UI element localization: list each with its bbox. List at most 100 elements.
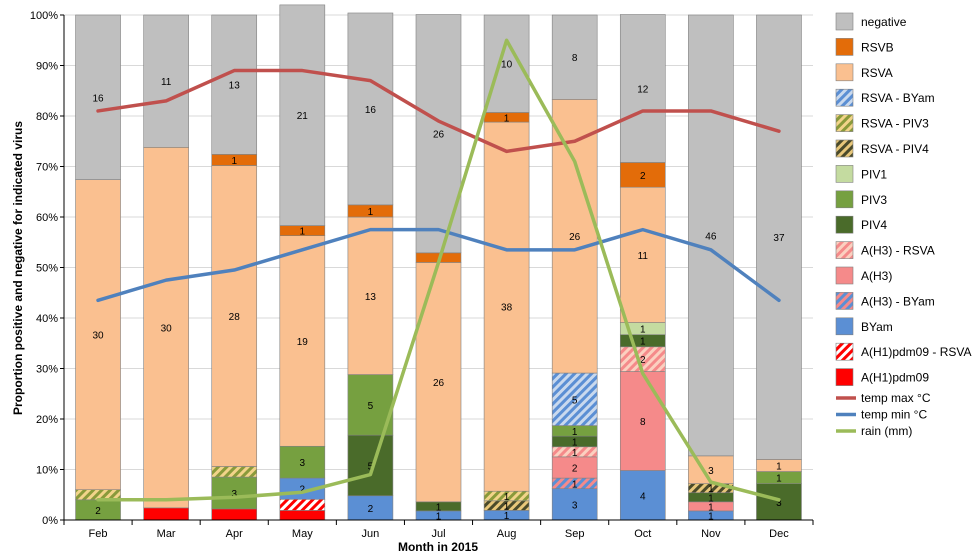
legend-label: RSVA - PIV4 bbox=[861, 142, 929, 156]
data-label: 3 bbox=[300, 458, 306, 469]
data-label: 2 bbox=[95, 506, 101, 517]
x-tick-label: Feb bbox=[89, 528, 108, 540]
data-label: 11 bbox=[161, 77, 172, 88]
data-label: 16 bbox=[365, 105, 377, 116]
data-label: 2 bbox=[368, 504, 374, 515]
x-tick-label: Sep bbox=[565, 528, 585, 540]
y-tick-label: 40% bbox=[36, 313, 58, 325]
data-label: 5 bbox=[368, 461, 374, 472]
data-label: 37 bbox=[773, 233, 785, 244]
line-rain-mm bbox=[96, 38, 781, 502]
data-label: 1 bbox=[504, 113, 510, 124]
legend-swatch bbox=[835, 190, 854, 209]
x-tick-label: Aug bbox=[497, 528, 517, 540]
bar-segment-negative bbox=[688, 14, 734, 457]
bar-segment-negative bbox=[483, 14, 530, 113]
bar-segment-negative bbox=[619, 14, 666, 163]
y-tick-label: 70% bbox=[36, 162, 58, 174]
data-label: 26 bbox=[433, 130, 445, 141]
data-label: 12 bbox=[637, 84, 649, 95]
legend-swatch bbox=[835, 114, 854, 132]
bar-segment-negative bbox=[551, 14, 598, 100]
data-label: 1 bbox=[776, 474, 782, 485]
data-label: 1 bbox=[231, 156, 237, 167]
legend-swatch bbox=[835, 165, 854, 183]
legend-swatch bbox=[835, 63, 854, 82]
data-label: 13 bbox=[365, 292, 377, 303]
x-tick-label: Jun bbox=[362, 528, 380, 540]
x-tick-label: Apr bbox=[226, 528, 243, 540]
bar-segment-piv3 bbox=[279, 445, 326, 479]
bar-stack-dec: 3 1 1 37 bbox=[756, 14, 802, 521]
bar-segment-byam bbox=[619, 470, 666, 521]
legend-item-a-h1-pdm09: A(H1)pdm09 bbox=[835, 368, 929, 386]
legend-label: negative bbox=[861, 15, 907, 29]
y-tick-label: 20% bbox=[36, 414, 58, 426]
data-label: 8 bbox=[640, 417, 646, 428]
data-label: 1 bbox=[504, 511, 510, 522]
data-label: 5 bbox=[572, 395, 578, 406]
bar-segment-a-h3 bbox=[619, 371, 666, 471]
bar-stack-feb: 2 30 16 bbox=[75, 14, 121, 521]
bar-segment-byam bbox=[551, 488, 598, 521]
bar-segment-rsvb bbox=[619, 162, 666, 188]
y-tick-label: 30% bbox=[36, 364, 58, 376]
data-label: 30 bbox=[92, 331, 104, 342]
data-label: 10 bbox=[501, 60, 513, 71]
data-label: 3 bbox=[776, 498, 782, 509]
legend-item-rsva-byam: RSVA - BYam bbox=[835, 88, 935, 107]
legend-swatch bbox=[835, 241, 854, 259]
y-axis-ticks: 0% 10% 20% 30% 40% 50% 60% 70% 80% 90% 100% bbox=[30, 10, 64, 527]
data-label: 1 bbox=[708, 502, 714, 513]
legend-label: BYam bbox=[861, 320, 893, 334]
bar-segment-rsva bbox=[347, 216, 394, 375]
data-label: 1 bbox=[708, 493, 714, 504]
bar-segment-negative bbox=[143, 14, 189, 148]
legend: negative RSVB RSVA RSVA - BYam RSVA - PIV3 RS… bbox=[835, 12, 971, 438]
legend-swatch bbox=[835, 139, 854, 158]
legend-item-a-h3-byam: A(H3) - BYam bbox=[835, 292, 935, 310]
x-tick-label: Dec bbox=[769, 528, 789, 540]
data-label: 3 bbox=[572, 500, 578, 511]
data-label: 38 bbox=[501, 303, 513, 314]
bar-segment-rsva bbox=[75, 179, 121, 491]
data-label: 1 bbox=[572, 427, 578, 438]
bar-stack-mar: 30 11 bbox=[143, 14, 189, 521]
data-label: 3 bbox=[231, 489, 237, 500]
bar-segment-rsva bbox=[143, 147, 189, 509]
legend-item-rsva-piv4: RSVA - PIV4 bbox=[835, 139, 929, 158]
y-tick-label: 80% bbox=[36, 111, 58, 123]
bar-segment-negative bbox=[279, 4, 326, 226]
bar-segment-negative bbox=[347, 12, 394, 206]
bar-segment-negative bbox=[75, 14, 121, 180]
y-tick-label: 10% bbox=[36, 465, 58, 477]
legend-label: rain (mm) bbox=[861, 424, 912, 438]
legend-label: RSVA - BYam bbox=[861, 91, 935, 105]
data-label: 2 bbox=[572, 463, 578, 474]
legend-item-a-h1-pdm09-rsva: A(H1)pdm09 - RSVA bbox=[835, 342, 971, 361]
legend-label: A(H3) - RSVA bbox=[861, 244, 935, 258]
legend-label: A(H3) bbox=[861, 269, 892, 283]
legend-swatch bbox=[835, 317, 854, 336]
data-label: 1 bbox=[436, 502, 442, 513]
data-label: 8 bbox=[572, 53, 578, 64]
legend-swatch bbox=[835, 292, 854, 310]
data-label: 1 bbox=[300, 227, 306, 238]
data-label: 1 bbox=[708, 484, 714, 495]
overlay-lines bbox=[96, 38, 781, 502]
x-axis-ticks: Feb Mar Apr May Jun Jul Aug Sep Oct Nov Dec bbox=[63, 520, 814, 540]
data-label: 5 bbox=[368, 401, 374, 412]
data-label: 1 bbox=[572, 448, 578, 459]
data-label: 1 bbox=[640, 325, 646, 336]
bar-segment-piv4 bbox=[756, 483, 802, 521]
data-label: 1 bbox=[640, 337, 646, 348]
y-tick-label: 0% bbox=[42, 515, 58, 527]
data-label: 1 bbox=[776, 461, 782, 472]
bar-stack-apr: 3 28 1 13 bbox=[211, 14, 258, 521]
data-label: 19 bbox=[297, 337, 309, 348]
